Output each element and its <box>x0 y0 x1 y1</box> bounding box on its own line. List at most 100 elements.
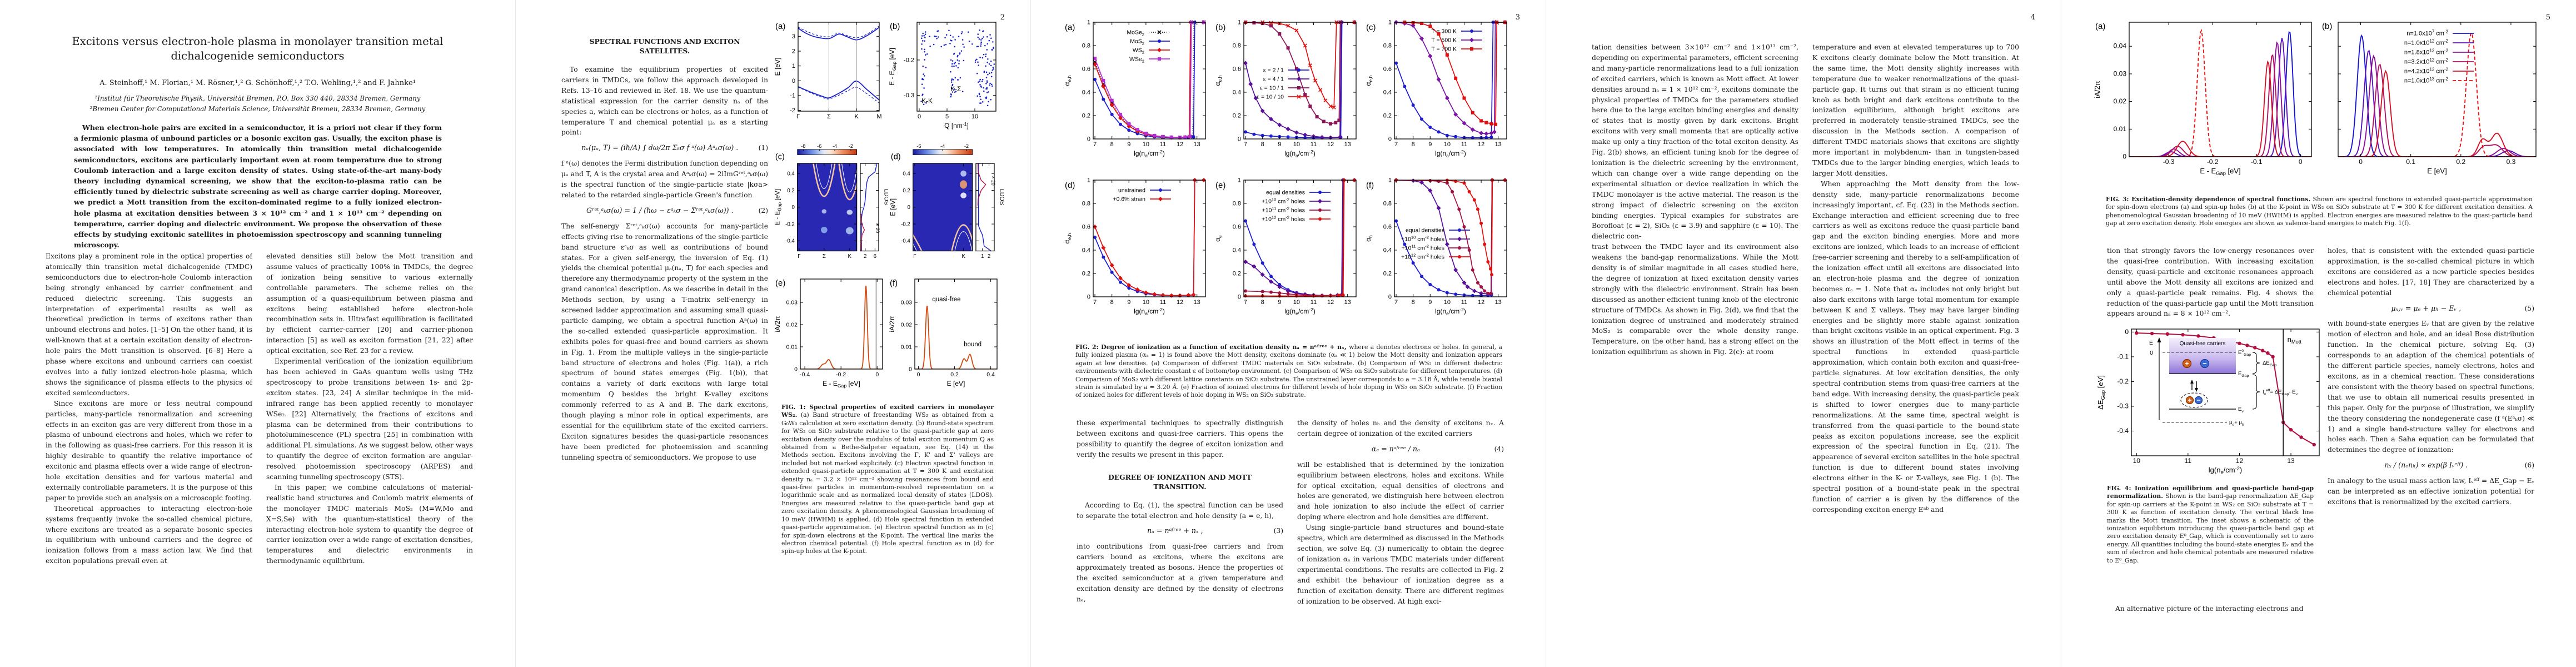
scatter-dot <box>923 35 925 37</box>
chart-label: M <box>876 113 881 120</box>
chart-label: -4 <box>833 143 837 149</box>
page-number: 5 <box>2545 13 2550 22</box>
chart-label: -1 <box>790 93 795 99</box>
scatter-dot <box>924 40 925 42</box>
scatter-dot <box>986 36 988 38</box>
scatter-dot <box>985 97 986 99</box>
chart-label: (d) <box>891 152 901 161</box>
chart-label: 0.03 <box>786 300 798 306</box>
chart-label: E [eV] <box>947 380 965 387</box>
chart-rect <box>797 149 858 155</box>
chart-label: 0.2 <box>1233 113 1241 120</box>
chart-path <box>913 243 917 251</box>
scatter-dot <box>957 54 959 57</box>
chart-marker <box>1471 293 1474 297</box>
chart-label: 0.01 <box>786 344 798 351</box>
chart-label: +1010 cm-2 holes <box>1262 197 1305 205</box>
fig3-panel-b: 0 0.1 0.2 0.3 E [eV] (b) n=1.0x107 cm-2 n=1.0x1… <box>2322 22 2537 175</box>
scatter-dot <box>981 78 984 81</box>
chart-marker <box>1110 112 1114 116</box>
chart-label: -0.3 <box>2163 158 2175 166</box>
chart-marker <box>1436 77 1441 82</box>
scatter-dot <box>974 61 976 63</box>
p5-column-2: holes, that is consistent with the exten… <box>2328 246 2534 546</box>
chart-marker <box>1462 121 1467 126</box>
chart-label: Eν <box>2238 406 2244 414</box>
chart-label: 13 <box>1194 141 1200 148</box>
chart-label: αh <box>1364 235 1373 242</box>
chart-label: 0.6 <box>1383 224 1392 231</box>
chart-path <box>841 163 857 192</box>
chart-label: ε = 4 / 1 <box>1263 76 1284 83</box>
page-number: 2 <box>1000 13 1005 22</box>
chart-label: -0.4 <box>800 371 810 378</box>
scatter-dot <box>922 78 924 81</box>
scatter-dot <box>952 78 954 81</box>
chart-label: × 20 <box>990 176 996 186</box>
chart-label: 2 <box>792 48 795 55</box>
chart-marker <box>1337 293 1341 297</box>
chart-label: E - EGap [eV] <box>2200 167 2240 176</box>
chart-marker <box>1158 57 1161 61</box>
chart-label: 9 <box>1428 299 1432 306</box>
scatter-dot <box>963 46 965 48</box>
scatter-dot <box>978 93 980 96</box>
scatter-dot <box>987 73 989 76</box>
scatter-dot <box>986 87 988 89</box>
chart-label: 0.2 <box>1082 271 1090 277</box>
scatter-dot <box>924 37 926 38</box>
fig2-caption-lead: FIG. 2: Degree of ionization as a functi… <box>1075 344 1347 351</box>
scatter-dot <box>961 91 964 92</box>
chart-marker <box>1101 84 1106 89</box>
scatter-dot <box>977 46 979 47</box>
plot-frame <box>2131 328 2320 456</box>
scatter-dot <box>990 98 992 101</box>
chart-marker <box>1489 135 1493 139</box>
chart-label: 0.1 <box>2406 158 2415 166</box>
chart-marker <box>1479 291 1484 296</box>
chart-label: 0.8 <box>1082 43 1090 49</box>
chart-label: 0.02 <box>786 322 798 328</box>
chart-marker <box>1462 96 1466 100</box>
scatter-dot <box>922 32 924 34</box>
chart-label: 11 <box>1311 299 1317 306</box>
chart-marker <box>1462 181 1466 185</box>
chart-marker <box>1329 122 1333 126</box>
chart-label: 1 <box>1087 177 1090 184</box>
chart-label: 0.03 <box>2114 69 2127 77</box>
chart-marker <box>1479 221 1483 225</box>
chart-marker <box>1127 283 1132 287</box>
chart-label: lg(na/cm-2) <box>1134 307 1165 316</box>
plot-frame <box>1093 22 1206 140</box>
chart-label: +1012 cm-2 holes <box>1401 253 1444 261</box>
scatter-dot <box>980 102 982 104</box>
chart-marker <box>1454 292 1458 296</box>
chart-label: (a) <box>775 22 785 31</box>
scatter-dot <box>934 35 935 37</box>
chart-marker <box>1471 268 1474 272</box>
chart-marker <box>1394 61 1398 65</box>
scatter-dot <box>937 36 939 38</box>
scatter-dot <box>921 35 923 37</box>
equation-number: (2) <box>758 206 768 215</box>
scatter-dot <box>921 83 923 85</box>
chart-label: -0.1 <box>2117 352 2129 360</box>
chart-marker <box>1428 126 1432 129</box>
chart-label: 0.04 <box>2114 42 2127 50</box>
chart-label: 0.6 <box>1233 224 1241 231</box>
chart-label: iA/2π <box>888 316 896 332</box>
scatter-dot <box>957 78 959 81</box>
chart-label: ΔEGap [eV] <box>2096 375 2106 410</box>
chart-label: 13 <box>1495 141 1502 148</box>
scatter-dot <box>978 38 980 40</box>
chart-label: αe,h <box>1063 233 1072 243</box>
scatter-dot <box>983 53 985 56</box>
scatter-dot <box>953 65 955 67</box>
scatter-dot <box>943 44 945 46</box>
chart-label: 8 <box>1110 299 1114 306</box>
scatter-dot <box>987 58 989 60</box>
chart-label: -0.2 <box>2207 158 2219 166</box>
chart-label: 0.6 <box>1383 66 1392 73</box>
chart-label: E [eV] <box>2427 167 2447 175</box>
chart-label: E [eV] <box>774 58 781 76</box>
